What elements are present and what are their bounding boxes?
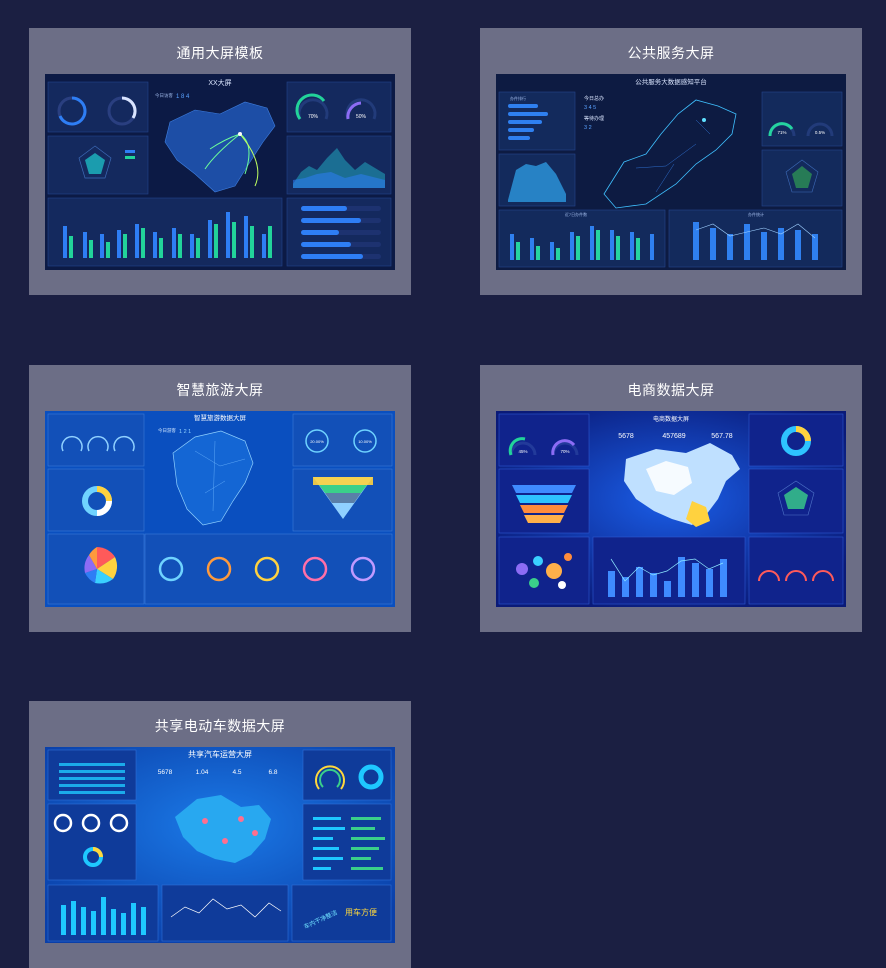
template-title: 共享电动车数据大屏 [154,718,286,734]
svg-text:今日访客: 今日访客 [155,92,173,99]
svg-text:567.78: 567.78 [711,433,733,440]
svg-text:1.04: 1.04 [196,769,209,776]
template-title: 智慧旅游大屏 [176,382,264,398]
template-card-5[interactable]: 共享电动车数据大屏 共享汽车运营大屏 5678 1.04 4.5 6.8 [29,701,411,968]
svg-text:3 2: 3 2 [584,125,592,131]
svg-text:1 8 4: 1 8 4 [176,94,190,100]
svg-text:用车方便: 用车方便 [345,907,377,917]
svg-text:20.00%: 20.00% [310,439,324,444]
template-thumbnail-shared-ebike[interactable]: 共享汽车运营大屏 5678 1.04 4.5 6.8 [45,747,395,943]
dashboard-header: 公共服务大数据感知平台 [635,77,707,86]
svg-text:5678: 5678 [158,769,173,776]
template-card-4[interactable]: 电商数据大屏 电商数据大屏 5678 457689 567.78 45% 70% [480,365,862,632]
template-card-3[interactable]: 智慧旅游大屏 智慧旅游数据大屏 今日游客 1 2 1 [29,365,411,632]
svg-text:今日总办: 今日总办 [584,95,604,102]
template-title: 通用大屏模板 [176,45,264,61]
svg-text:4.5: 4.5 [232,769,241,776]
svg-text:等待办理: 等待办理 [584,115,604,122]
dashboard-preview-public-service: 公共服务大数据感知平台 办件排行 今日总办 3 4 5 等待办理 3 2 71%… [496,74,846,270]
dashboard-preview-general: XX大屏 今日访客 1 8 4 70% 50% [45,74,395,270]
svg-text:今日游客: 今日游客 [158,427,176,434]
template-title: 公共服务大屏 [627,45,715,61]
template-thumbnail-public-service[interactable]: 公共服务大数据感知平台 办件排行 今日总办 3 4 5 等待办理 3 2 71%… [496,74,846,270]
svg-text:3 4 5: 3 4 5 [584,105,596,111]
template-thumbnail-ecommerce[interactable]: 电商数据大屏 5678 457689 567.78 45% 70% [496,411,846,607]
svg-text:0.5%: 0.5% [815,130,825,135]
template-thumbnail-general[interactable]: XX大屏 今日访客 1 8 4 70% 50% [45,74,395,270]
dashboard-header: XX大屏 [208,78,231,87]
dashboard-preview-shared-ebike: 共享汽车运营大屏 5678 1.04 4.5 6.8 [45,747,395,943]
template-card-2[interactable]: 公共服务大屏 公共服务大数据感知平台 办件排行 今日总办 3 4 5 等待办理 … [480,28,862,295]
dashboard-preview-smart-tourism: 智慧旅游数据大屏 今日游客 1 2 1 2 [45,411,395,607]
template-title: 电商数据大屏 [627,382,715,398]
svg-text:5678: 5678 [618,433,634,440]
svg-text:71%: 71% [777,130,786,135]
template-card-1[interactable]: 通用大屏模板 XX大屏 今日访客 1 8 4 [29,28,411,295]
svg-text:办件统计: 办件统计 [748,211,764,217]
dashboard-header: 共享汽车运营大屏 [188,749,252,759]
svg-text:1 2 1: 1 2 1 [179,429,191,435]
template-thumbnail-smart-tourism[interactable]: 智慧旅游数据大屏 今日游客 1 2 1 2 [45,411,395,607]
svg-text:70%: 70% [560,449,569,454]
dashboard-header: 电商数据大屏 [653,415,689,423]
svg-text:70%: 70% [308,114,319,120]
dashboard-preview-ecommerce: 电商数据大屏 5678 457689 567.78 45% 70% [496,411,846,607]
dashboard-header: 智慧旅游数据大屏 [194,413,247,422]
svg-text:50%: 50% [356,114,367,120]
svg-text:10.00%: 10.00% [358,439,372,444]
svg-text:45%: 45% [518,449,527,454]
svg-text:457689: 457689 [662,433,685,440]
svg-text:办件排行: 办件排行 [510,95,526,101]
svg-text:6.8: 6.8 [268,769,277,776]
svg-text:近7日办件数: 近7日办件数 [565,211,587,217]
